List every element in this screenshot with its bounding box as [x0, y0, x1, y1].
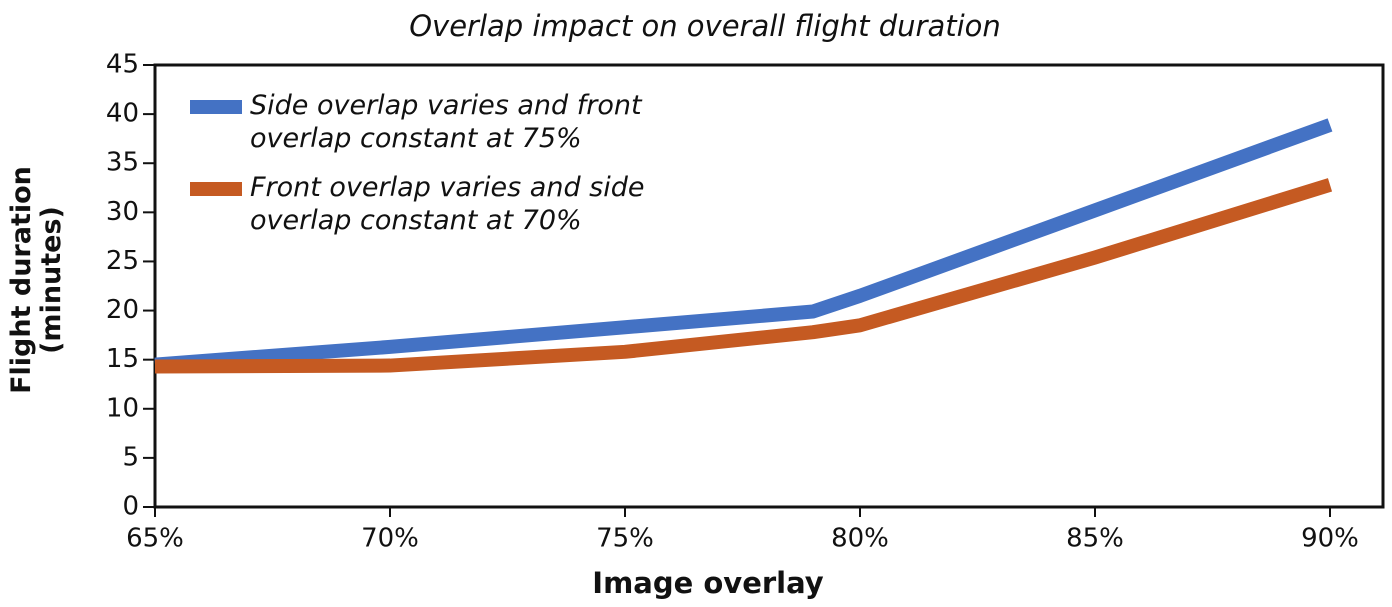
y-tick-label: 5 [122, 442, 139, 472]
y-tick-label: 40 [106, 99, 139, 129]
x-axis-label: Image overlay [592, 566, 824, 600]
x-tick-label: 65% [126, 524, 184, 554]
legend-label: Front overlap varies and side overlap co… [250, 172, 645, 236]
chart-title: Overlap impact on overall flight duratio… [409, 9, 1001, 43]
y-tick-label: 20 [106, 295, 139, 325]
y-tick-label: 15 [106, 344, 139, 374]
y-tick-label: 45 [106, 50, 139, 80]
legend-swatch [190, 100, 242, 114]
y-tick-label: 35 [106, 148, 139, 178]
plot-frame [153, 63, 1385, 509]
legend-label: Side overlap varies and front overlap co… [250, 90, 642, 154]
y-tick-label: 30 [106, 197, 139, 227]
x-tick-label: 85% [1066, 524, 1124, 554]
y-tick-label: 10 [106, 393, 139, 423]
legend-entry: Front overlap varies and side overlap co… [250, 172, 645, 236]
x-tick-label: 90% [1301, 524, 1359, 554]
legend-swatch [190, 182, 242, 196]
series-line [154, 118, 1333, 372]
legend-entry: Side overlap varies and front overlap co… [250, 90, 642, 154]
y-tick-label: 25 [106, 246, 139, 276]
series-line [154, 178, 1333, 374]
x-tick-label: 70% [361, 524, 419, 554]
y-tick-label: 0 [122, 492, 139, 522]
x-tick-label: 75% [596, 524, 654, 554]
y-axis-label: Flight duration (minutes) [6, 166, 67, 394]
x-tick-label: 80% [831, 524, 889, 554]
